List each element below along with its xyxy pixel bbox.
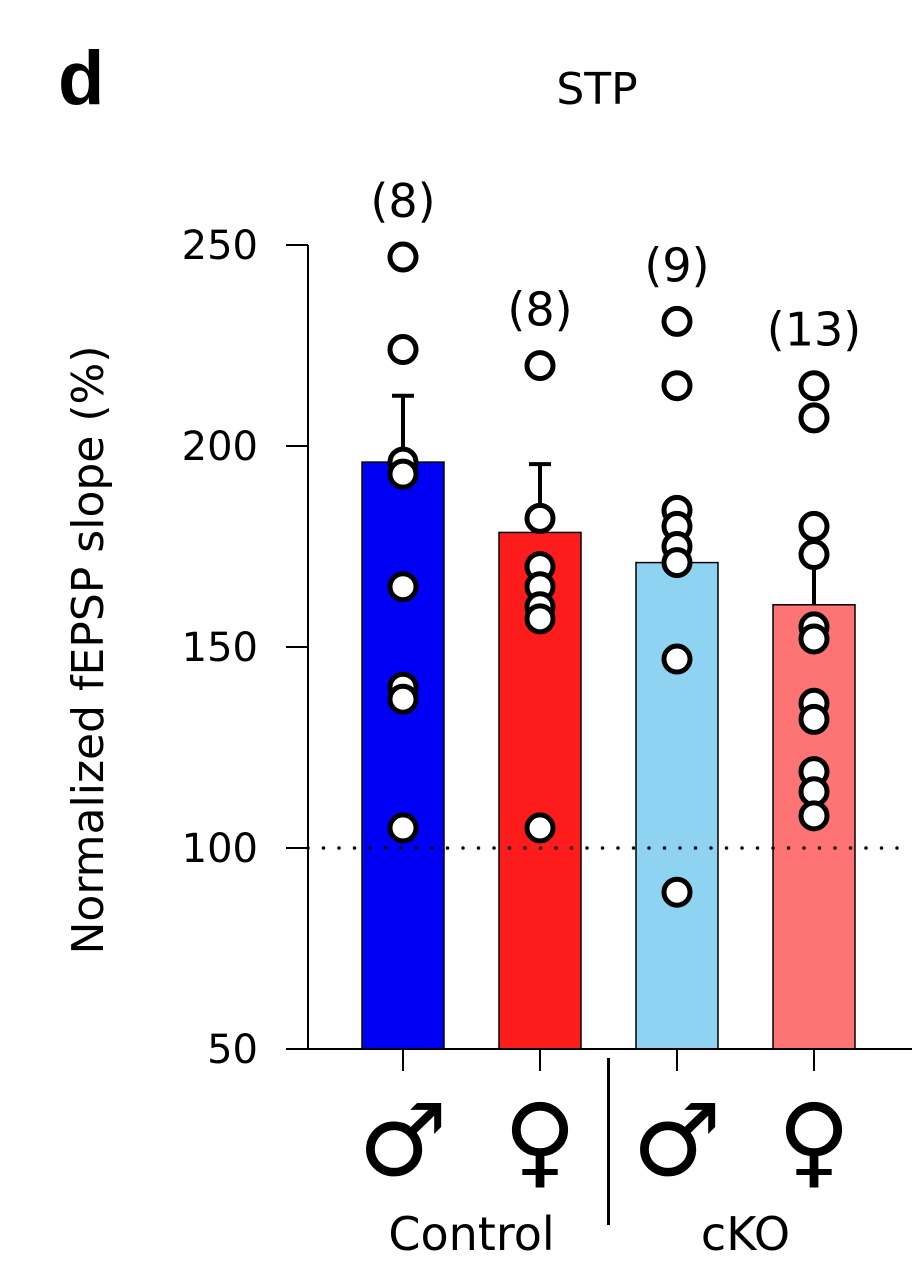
- data-point-0-3: [387, 458, 419, 490]
- x-label-2: ♂: [632, 1082, 722, 1199]
- axes: 50 100 150 200 250: [182, 223, 912, 1073]
- y-tick-label-200: 200: [182, 424, 258, 470]
- data-point-1-6: [524, 812, 556, 844]
- data-point-3-7: [798, 703, 830, 735]
- error-bars: [392, 393, 825, 605]
- y-tick-label-250: 250: [182, 223, 258, 269]
- n-label-3: (13): [767, 303, 861, 357]
- bar-2: [635, 561, 719, 1050]
- data-point-0-4: [387, 571, 419, 603]
- n-label-2: (9): [644, 238, 709, 292]
- n-label-0: (8): [370, 174, 435, 228]
- data-point-3-2: [798, 510, 830, 542]
- x-tick-labels: ♂ ♀ ♂ ♀: [358, 1082, 850, 1199]
- data-point-1-0: [524, 350, 556, 382]
- data-point-0-0: [387, 241, 419, 273]
- data-points: [387, 241, 830, 908]
- x-label-0: ♂: [358, 1082, 448, 1199]
- data-point-2-5: [661, 547, 693, 579]
- n-label-1: (8): [507, 283, 572, 337]
- panel-label: d: [58, 36, 104, 121]
- data-point-2-7: [661, 876, 693, 908]
- y-tick-label-150: 150: [182, 625, 258, 671]
- y-tick-label-100: 100: [182, 826, 258, 872]
- y-axis-label: Normalized fEPSP slope (%): [63, 346, 114, 955]
- data-point-1-1: [524, 502, 556, 534]
- data-point-0-7: [387, 812, 419, 844]
- data-point-2-1: [661, 370, 693, 402]
- data-point-3-1: [798, 402, 830, 434]
- data-point-0-6: [387, 683, 419, 715]
- x-label-1: ♀: [503, 1082, 576, 1199]
- y-tick-label-50: 50: [207, 1027, 258, 1073]
- chart-title: STP: [556, 64, 637, 115]
- data-point-2-6: [661, 643, 693, 675]
- data-point-3-3: [798, 539, 830, 571]
- data-point-3-5: [798, 623, 830, 655]
- group-label-0: Control: [388, 1207, 554, 1261]
- bars: [361, 461, 856, 1050]
- data-point-3-10: [798, 800, 830, 832]
- data-point-1-5: [524, 603, 556, 635]
- data-point-0-1: [387, 334, 419, 366]
- group-label-1: cKO: [701, 1207, 790, 1261]
- bar-0: [361, 461, 445, 1050]
- data-point-2-0: [661, 305, 693, 337]
- data-point-3-0: [798, 370, 830, 402]
- x-label-3: ♀: [777, 1082, 850, 1199]
- group-labels: Control cKO: [388, 1058, 790, 1261]
- n-labels: (8) (8) (9) (13): [370, 174, 861, 357]
